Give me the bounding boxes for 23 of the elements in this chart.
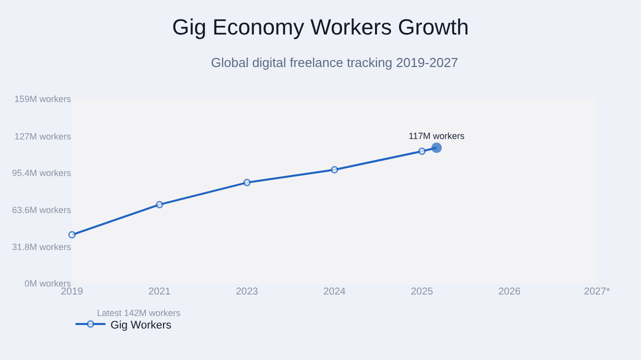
chart-title: Gig Economy Workers Growth [172,14,469,40]
point [68,231,76,239]
point [330,166,338,174]
x-tick-label: 2025 [410,286,434,298]
x-tick-label: 2027* [584,286,610,298]
point [243,178,251,186]
x-tick-label: 2023 [236,286,259,298]
point [418,147,426,155]
y-tick-label: 0M workers [24,278,72,289]
y-tick-label: 127M workers [14,131,72,142]
point [156,200,164,208]
text: Latest 142M workers [97,308,182,318]
x-tick-label: 2024 [323,286,346,298]
y-tick-label: 31.8M workers [12,242,72,252]
x-tick-label: 2026 [498,286,522,298]
data-label: 117M workers [408,130,465,141]
y-tick-label: 63.6M workers [12,204,72,215]
legend-label: Gig Workers [110,319,172,332]
x-tick-label: 2019 [60,286,84,298]
chart-subtitle: Global digital freelance tracking 2019-2027 [211,55,458,70]
y-tick-label: 95.4M workers [12,168,72,178]
x-tick-label: 2021 [148,286,172,298]
y-tick-label: 159M workers [14,94,72,104]
